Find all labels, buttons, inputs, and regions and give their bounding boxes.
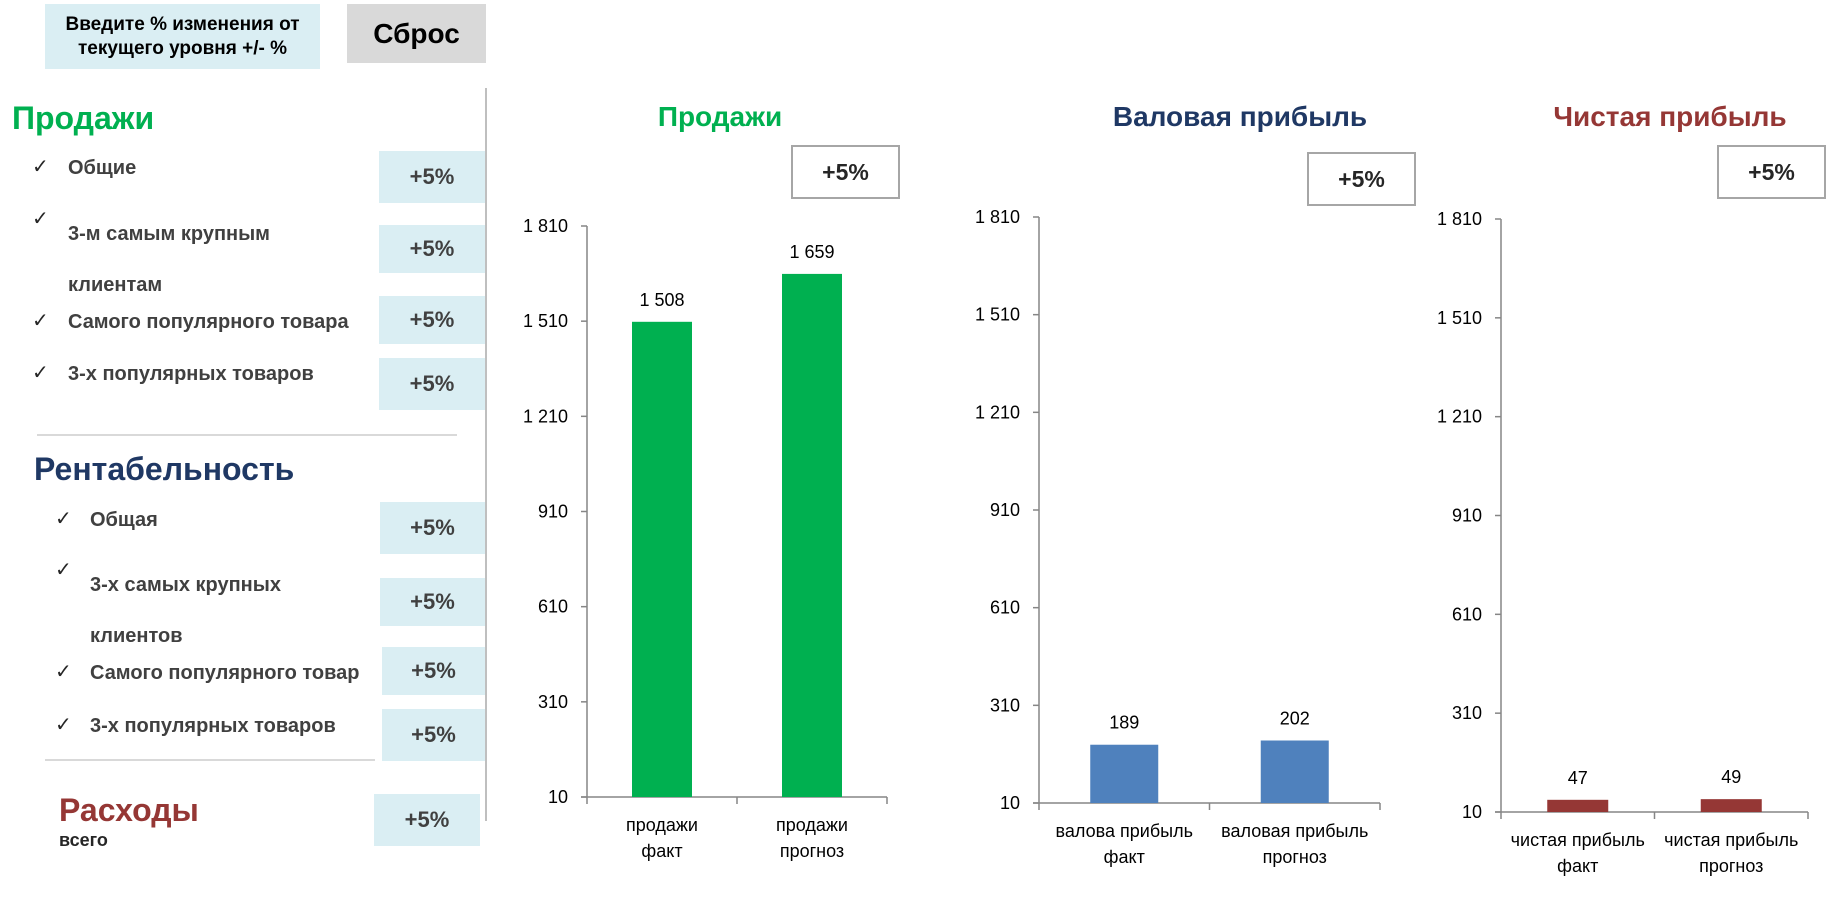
profit-item-label: Общая [90,509,158,531]
check-icon: ✓ [55,714,72,736]
sales-general-pct-input[interactable]: +5% [379,151,485,203]
x-tick-label: валова прибыль факт [1056,821,1193,867]
chart-pct-input[interactable]: +5% [1307,152,1416,206]
y-tick-label: 10 [1462,802,1482,822]
sales-item-label: 3-м самым крупным клиентам [68,223,270,296]
section-divider [45,759,375,761]
reset-button[interactable]: Сброс [347,4,486,63]
chart-title: Чистая прибыль [1553,101,1787,132]
sales-top3-products-pct-input[interactable]: +5% [379,358,485,410]
x-tick-label: продажи прогноз [776,815,848,861]
y-tick-label: 910 [990,500,1020,520]
instruction-label: Введите % изменения от текущего уровня +… [45,4,320,69]
y-tick-label: 1 810 [975,207,1020,227]
check-icon: ✓ [55,661,72,683]
bar [1090,744,1159,803]
data-label: 47 [1568,768,1588,788]
y-tick-label: 1 210 [1437,407,1482,427]
data-label: 189 [1109,713,1139,733]
y-tick-label: 1 510 [975,305,1020,325]
x-tick-label: валовая прибыль прогноз [1221,821,1368,867]
sales-section-title: Продажи [12,100,155,136]
profit-item-label: Самого популярного товар [90,662,360,684]
data-label: 1 508 [639,290,684,310]
y-tick-label: 910 [538,502,568,522]
sales-item-label: Самого популярного товара [68,311,349,333]
profit-item-label: 3-х самых крупных клиентов [90,574,281,647]
chart-pct-input[interactable]: +5% [1717,145,1826,199]
y-tick-label: 1 810 [1437,209,1482,229]
sales-top-clients-pct-input[interactable]: +5% [379,225,485,273]
sales-item-label: Общие [68,157,137,179]
profit-top-product-pct-input[interactable]: +5% [382,647,485,695]
check-icon: ✓ [32,208,49,230]
bar [1700,799,1762,812]
check-icon: ✓ [32,310,49,332]
y-tick-label: 310 [1452,703,1482,723]
chart-pct-input[interactable]: +5% [791,145,900,199]
profit-top3-products-pct-input[interactable]: +5% [382,709,485,761]
expenses-section-title: Расходы [59,792,199,828]
x-tick-label: чистая прибыль прогноз [1664,830,1798,876]
bar [1547,799,1609,812]
bar [632,321,692,797]
expenses-subtitle: всего [59,830,108,850]
y-tick-label: 310 [538,692,568,712]
vertical-divider [485,88,487,821]
check-icon: ✓ [32,362,49,384]
sales-top-product-pct-input[interactable]: +5% [379,296,485,344]
check-icon: ✓ [55,508,72,530]
y-tick-label: 1 510 [523,311,568,331]
y-tick-label: 610 [1452,604,1482,624]
y-tick-label: 910 [1452,506,1482,526]
data-label: 49 [1721,767,1741,787]
y-tick-label: 1 810 [523,216,568,236]
y-tick-label: 1 510 [1437,308,1482,328]
profit-top-clients-pct-input[interactable]: +5% [380,578,485,626]
y-tick-label: 310 [990,695,1020,715]
expenses-pct-input[interactable]: +5% [374,794,480,846]
x-tick-label: чистая прибыль факт [1511,830,1645,876]
y-tick-label: 610 [990,598,1020,618]
check-icon: ✓ [32,156,49,178]
y-tick-label: 1 210 [523,406,568,426]
bar [1260,740,1329,803]
check-icon: ✓ [55,559,72,581]
chart-title: Продажи [657,101,783,132]
y-tick-label: 1 210 [975,402,1020,422]
data-label: 1 659 [789,242,834,262]
profit-section-title: Рентабельность [34,451,295,487]
chart-title: Валовая прибыль [1112,101,1368,132]
y-tick-label: 10 [548,787,568,807]
sales-item-label: 3-х популярных товаров [68,363,314,385]
y-tick-label: 610 [538,597,568,617]
x-tick-label: продажи факт [626,815,698,861]
data-label: 202 [1280,708,1310,728]
bar [782,273,842,798]
profit-general-pct-input[interactable]: +5% [380,502,485,554]
section-divider [37,434,457,436]
profit-item-label: 3-х популярных товаров [90,715,336,737]
y-tick-label: 10 [1000,793,1020,813]
